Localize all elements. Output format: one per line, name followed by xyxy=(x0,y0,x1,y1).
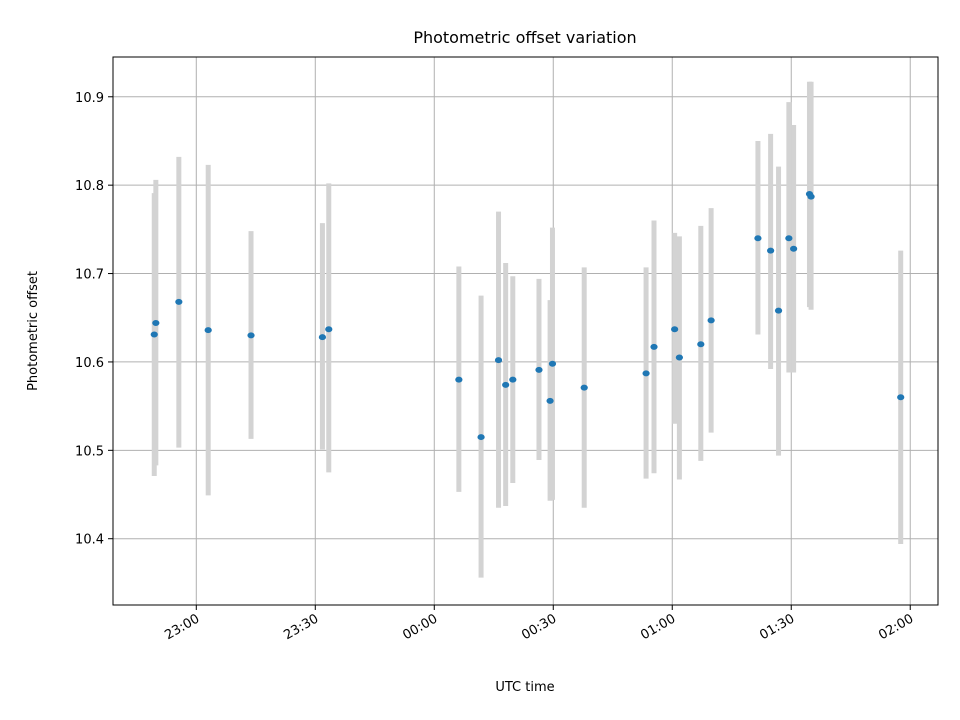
data-point xyxy=(150,331,158,338)
data-point xyxy=(897,394,905,401)
data-points xyxy=(150,191,905,441)
grid xyxy=(113,57,938,605)
data-point xyxy=(318,334,327,341)
data-point xyxy=(204,327,212,334)
data-point xyxy=(546,397,554,404)
data-point xyxy=(754,235,762,242)
data-point xyxy=(790,245,798,252)
data-point xyxy=(707,317,715,324)
data-point xyxy=(650,343,658,350)
data-point xyxy=(477,434,485,441)
y-axis-ticks: 10.4 10.5 10.6 10.7 10.8 10.9 xyxy=(75,91,113,548)
data-point xyxy=(767,247,775,254)
data-point xyxy=(785,235,793,242)
data-point xyxy=(535,366,543,373)
data-point xyxy=(455,376,463,383)
data-point xyxy=(642,370,650,377)
data-point xyxy=(548,360,557,367)
y-tick-label: 10.4 xyxy=(75,533,104,548)
y-tick-label: 10.5 xyxy=(75,444,104,459)
data-point xyxy=(774,307,783,314)
data-point xyxy=(175,298,183,305)
data-point xyxy=(509,376,517,383)
x-axis-label: UTC time xyxy=(495,680,554,695)
data-point xyxy=(152,320,160,327)
chart-title: Photometric offset variation xyxy=(413,28,636,47)
y-tick-label: 10.9 xyxy=(75,91,104,106)
data-point xyxy=(675,354,683,361)
y-tick-label: 10.7 xyxy=(75,268,104,283)
data-point xyxy=(671,326,679,333)
y-axis-label: Photometric offset xyxy=(26,271,41,391)
data-point xyxy=(697,341,705,348)
data-point xyxy=(494,357,503,364)
data-point xyxy=(807,193,815,200)
y-tick-label: 10.6 xyxy=(75,356,104,371)
data-point xyxy=(247,332,255,339)
plot-frame xyxy=(112,56,939,606)
y-tick-label: 10.8 xyxy=(75,179,104,194)
data-point xyxy=(325,326,333,333)
data-point xyxy=(502,381,510,388)
data-point xyxy=(580,384,588,391)
